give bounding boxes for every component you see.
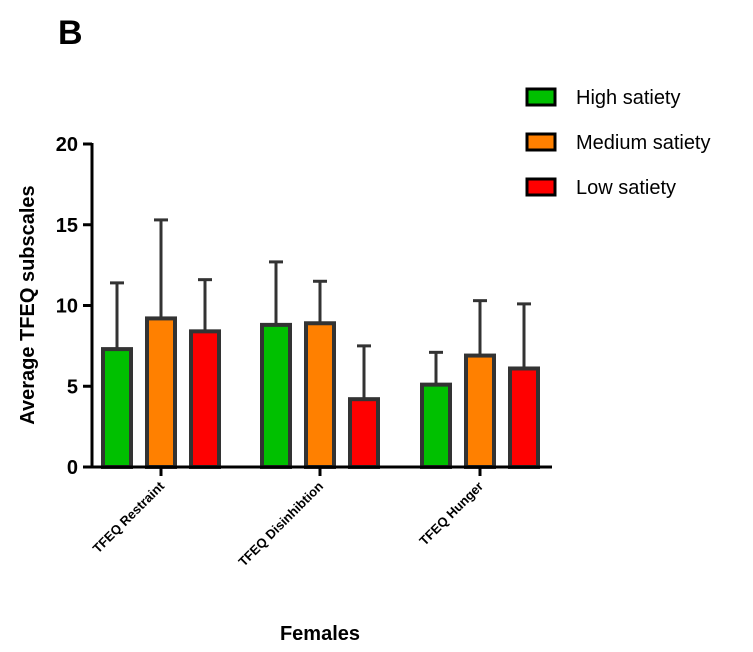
- x-axis-label: Females: [280, 623, 360, 645]
- x-tick-label: TFEQ Disinhibtion: [235, 478, 326, 569]
- bar: [101, 347, 133, 470]
- legend-label: High satiety: [576, 87, 681, 109]
- x-tick-label: TFEQ Restraint: [90, 478, 168, 556]
- bar: [189, 329, 221, 469]
- legend: High satiety Medium satiety Low satiety: [525, 87, 711, 199]
- y-tick-label: 10: [56, 296, 78, 318]
- bar: [464, 353, 496, 469]
- legend-label: Low satiety: [576, 177, 676, 199]
- panel-label: B: [58, 14, 83, 52]
- y-tick-label: 0: [67, 457, 78, 479]
- bar: [420, 382, 452, 470]
- y-tick-label: 20: [56, 134, 78, 156]
- bar: [260, 322, 292, 469]
- legend-swatch: [525, 132, 557, 152]
- plot-area: 0 5 10 15 20 TFEQ Restraint TFEQ Disinhibtion T…: [56, 134, 552, 569]
- bar: [508, 366, 540, 469]
- bar: [348, 397, 380, 470]
- legend-swatch: [525, 87, 557, 107]
- y-tick-label: 15: [56, 215, 78, 237]
- legend-label: Medium satiety: [576, 132, 711, 154]
- legend-swatch: [525, 177, 557, 197]
- y-axis-label: Average TFEQ subscales: [17, 185, 39, 424]
- y-tick-label: 5: [67, 376, 78, 398]
- x-tick-label: TFEQ Hunger: [416, 479, 486, 549]
- bar: [304, 321, 336, 470]
- bar: [145, 316, 177, 470]
